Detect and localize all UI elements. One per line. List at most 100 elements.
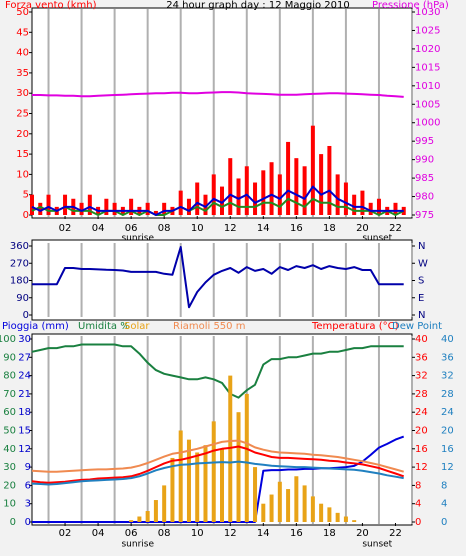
x-tick-label: 06 (125, 528, 138, 539)
y-tick-label: 990 (415, 155, 434, 166)
y-tick-label: 18 (18, 407, 31, 418)
bar (236, 412, 241, 522)
y-tick-label: 90 (3, 352, 16, 363)
y-tick-label: N (418, 310, 425, 321)
bar (294, 158, 299, 215)
bar (261, 503, 266, 522)
bar (261, 170, 266, 215)
bar (236, 178, 241, 215)
y-tick-label: 20 (415, 426, 428, 437)
x-tick-label: 04 (92, 223, 105, 234)
y-tick-label: 10 (3, 499, 16, 510)
annotation: sunrise (121, 234, 154, 244)
y-tick-label: 24 (415, 407, 428, 418)
bar (195, 452, 200, 522)
chart-title: 24 hour graph day : 12 Maggio 2010 (166, 0, 349, 11)
bar (343, 516, 348, 522)
bar (302, 485, 307, 522)
bar (153, 210, 158, 215)
y-tick-label: 20 (16, 129, 29, 140)
bar (286, 141, 291, 215)
x-tick-label: 04 (92, 528, 105, 539)
y-tick-label: 0 (23, 210, 29, 221)
y-tick-label: 100 (0, 334, 16, 345)
bar (211, 174, 216, 215)
y-tick-label: 3 (25, 499, 31, 510)
y-tick-label: 360 (10, 241, 29, 252)
bar (310, 125, 315, 215)
bar (319, 154, 324, 215)
legend-label: Riamoli 550 m (173, 321, 245, 332)
y-tick-label: 90 (16, 293, 29, 304)
bar (253, 467, 258, 522)
pressure-axis-label: Pressione (hPa) (372, 0, 449, 11)
x-tick-label: 08 (158, 223, 171, 234)
y-tick-label: 60 (3, 407, 16, 418)
bar (186, 439, 191, 522)
legend-label: Dew Point (392, 321, 442, 332)
bar (137, 516, 142, 522)
legend-label: Umidita % (78, 321, 130, 332)
bar (203, 194, 208, 215)
bar (327, 507, 332, 522)
y-tick-label: 30 (3, 462, 16, 473)
y-tick-label: 12 (18, 444, 31, 455)
annotation: sunrise (121, 540, 154, 550)
bar (145, 202, 150, 215)
bar (393, 202, 398, 215)
x-tick-label: 14 (257, 223, 270, 234)
wind-panel (31, 7, 413, 219)
y-tick-label: 30 (16, 88, 29, 99)
series-line (32, 435, 405, 523)
y-tick-label: 995 (415, 136, 434, 147)
bar (129, 520, 134, 522)
bar (319, 503, 324, 522)
bar (376, 198, 381, 215)
y-tick-label: 8 (415, 480, 421, 491)
bar (269, 494, 274, 522)
y-tick-label: 32 (441, 371, 454, 382)
y-tick-label: N (418, 241, 425, 252)
y-tick-label: 1000 (415, 118, 440, 129)
y-tick-label: 24 (441, 407, 454, 418)
x-tick-label: 02 (59, 528, 72, 539)
bar (244, 393, 249, 522)
y-tick-label: S (418, 276, 424, 287)
y-tick-label: 45 (16, 27, 29, 38)
bar (170, 457, 175, 522)
series-line (32, 246, 404, 309)
bar (162, 485, 167, 522)
bar (277, 481, 282, 522)
bar (310, 496, 315, 522)
x-tick-label: 16 (290, 528, 303, 539)
y-tick-label: 16 (441, 444, 454, 455)
bar (30, 194, 34, 215)
x-tick-label: 16 (290, 223, 303, 234)
bar (335, 174, 340, 215)
y-tick-label: 9 (25, 462, 31, 473)
x-tick-label: 10 (191, 223, 204, 234)
bar (195, 182, 200, 215)
bar (352, 520, 357, 522)
y-tick-label: 80 (3, 371, 16, 382)
y-tick-label: 0 (415, 517, 421, 528)
y-tick-label: 16 (415, 444, 428, 455)
series-line (31, 197, 405, 216)
y-tick-label: 21 (18, 389, 31, 400)
y-tick-label: 25 (16, 109, 29, 120)
bar (38, 202, 43, 215)
x-tick-label: 22 (389, 528, 402, 539)
y-tick-label: 12 (415, 462, 428, 473)
series-line (32, 91, 404, 98)
bar (244, 166, 249, 215)
y-tick-label: 1020 (415, 44, 440, 55)
y-tick-label: 0 (25, 517, 31, 528)
series-line (31, 343, 404, 399)
series-line (31, 445, 405, 484)
y-tick-label: 12 (441, 462, 454, 473)
bar (269, 162, 274, 215)
y-tick-label: 1030 (415, 7, 440, 18)
bar (327, 145, 332, 215)
x-tick-label: 14 (257, 528, 270, 539)
